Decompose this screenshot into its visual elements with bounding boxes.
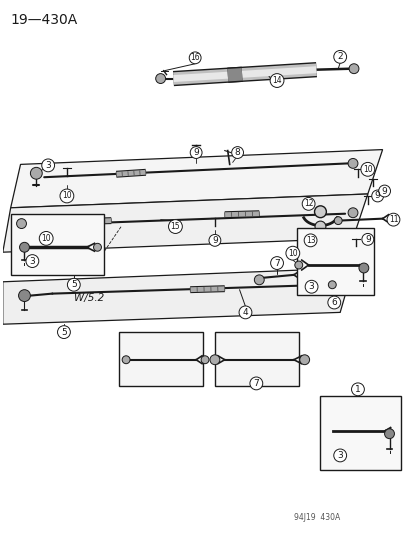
Circle shape bbox=[315, 231, 324, 240]
Circle shape bbox=[314, 221, 325, 232]
Bar bbox=[296, 228, 373, 295]
Text: 11: 11 bbox=[388, 215, 397, 224]
Circle shape bbox=[384, 429, 394, 439]
Text: 7: 7 bbox=[273, 259, 279, 268]
Circle shape bbox=[371, 190, 383, 202]
Circle shape bbox=[30, 167, 42, 179]
Circle shape bbox=[361, 233, 373, 245]
Text: 5: 5 bbox=[71, 280, 76, 289]
Text: 2: 2 bbox=[337, 52, 342, 61]
Text: 3: 3 bbox=[337, 451, 342, 460]
Polygon shape bbox=[3, 194, 367, 252]
Text: W/5.2: W/5.2 bbox=[74, 293, 104, 303]
Circle shape bbox=[347, 208, 357, 217]
Text: 9: 9 bbox=[381, 187, 387, 196]
Circle shape bbox=[333, 217, 341, 224]
Circle shape bbox=[328, 281, 335, 289]
Circle shape bbox=[19, 289, 30, 302]
Bar bbox=[214, 332, 298, 386]
Circle shape bbox=[270, 256, 283, 270]
Text: 13: 13 bbox=[305, 236, 315, 245]
Circle shape bbox=[93, 244, 101, 251]
Circle shape bbox=[67, 278, 80, 291]
Circle shape bbox=[209, 235, 220, 246]
Circle shape bbox=[304, 280, 317, 293]
Text: 94J19  430A: 94J19 430A bbox=[293, 513, 339, 521]
Text: 3: 3 bbox=[29, 256, 35, 265]
Bar bbox=[320, 396, 400, 470]
Text: 10: 10 bbox=[287, 249, 297, 257]
Polygon shape bbox=[3, 268, 352, 324]
Circle shape bbox=[333, 51, 346, 63]
Circle shape bbox=[60, 189, 74, 203]
Circle shape bbox=[333, 449, 346, 462]
Circle shape bbox=[327, 296, 340, 309]
Circle shape bbox=[299, 355, 309, 365]
Circle shape bbox=[168, 220, 182, 233]
Circle shape bbox=[358, 263, 368, 273]
Text: 5: 5 bbox=[61, 328, 66, 337]
Circle shape bbox=[347, 158, 357, 168]
Text: 19—430A: 19—430A bbox=[11, 13, 78, 27]
Text: 7: 7 bbox=[253, 379, 259, 388]
Text: 1: 1 bbox=[354, 385, 360, 394]
Circle shape bbox=[378, 185, 389, 197]
Circle shape bbox=[285, 246, 299, 260]
Text: 10: 10 bbox=[41, 234, 51, 243]
Circle shape bbox=[19, 243, 29, 252]
Text: 3: 3 bbox=[45, 161, 51, 170]
Circle shape bbox=[57, 326, 70, 338]
Circle shape bbox=[270, 74, 283, 87]
Circle shape bbox=[294, 261, 302, 269]
Text: 9: 9 bbox=[211, 236, 217, 245]
Text: 9: 9 bbox=[364, 235, 370, 244]
Text: 14: 14 bbox=[272, 76, 281, 85]
Text: 15: 15 bbox=[170, 222, 180, 231]
Circle shape bbox=[301, 197, 314, 210]
Circle shape bbox=[209, 355, 219, 365]
Text: 10: 10 bbox=[362, 165, 372, 174]
Circle shape bbox=[386, 213, 399, 226]
Text: 8: 8 bbox=[234, 148, 240, 157]
Text: 10: 10 bbox=[62, 191, 71, 200]
Circle shape bbox=[348, 64, 358, 74]
Circle shape bbox=[231, 147, 243, 158]
Circle shape bbox=[26, 255, 39, 268]
Circle shape bbox=[190, 147, 202, 158]
Circle shape bbox=[155, 74, 165, 84]
Circle shape bbox=[201, 356, 209, 364]
Circle shape bbox=[42, 159, 55, 172]
Polygon shape bbox=[11, 150, 382, 208]
Bar bbox=[119, 332, 202, 386]
Circle shape bbox=[254, 275, 263, 285]
Text: 3: 3 bbox=[308, 282, 314, 291]
Text: 9: 9 bbox=[193, 148, 199, 157]
Circle shape bbox=[189, 52, 201, 64]
Text: 6: 6 bbox=[330, 298, 336, 307]
Circle shape bbox=[360, 163, 374, 176]
Circle shape bbox=[122, 356, 130, 364]
Circle shape bbox=[39, 231, 53, 245]
Text: 4: 4 bbox=[242, 308, 248, 317]
Circle shape bbox=[17, 219, 26, 229]
Circle shape bbox=[304, 234, 316, 247]
Circle shape bbox=[314, 206, 325, 217]
Circle shape bbox=[238, 306, 251, 319]
Bar bbox=[11, 214, 104, 275]
Text: 9: 9 bbox=[374, 191, 380, 200]
Text: 16: 16 bbox=[190, 53, 199, 62]
Text: 12: 12 bbox=[303, 199, 313, 208]
Circle shape bbox=[249, 377, 262, 390]
Circle shape bbox=[351, 383, 363, 395]
